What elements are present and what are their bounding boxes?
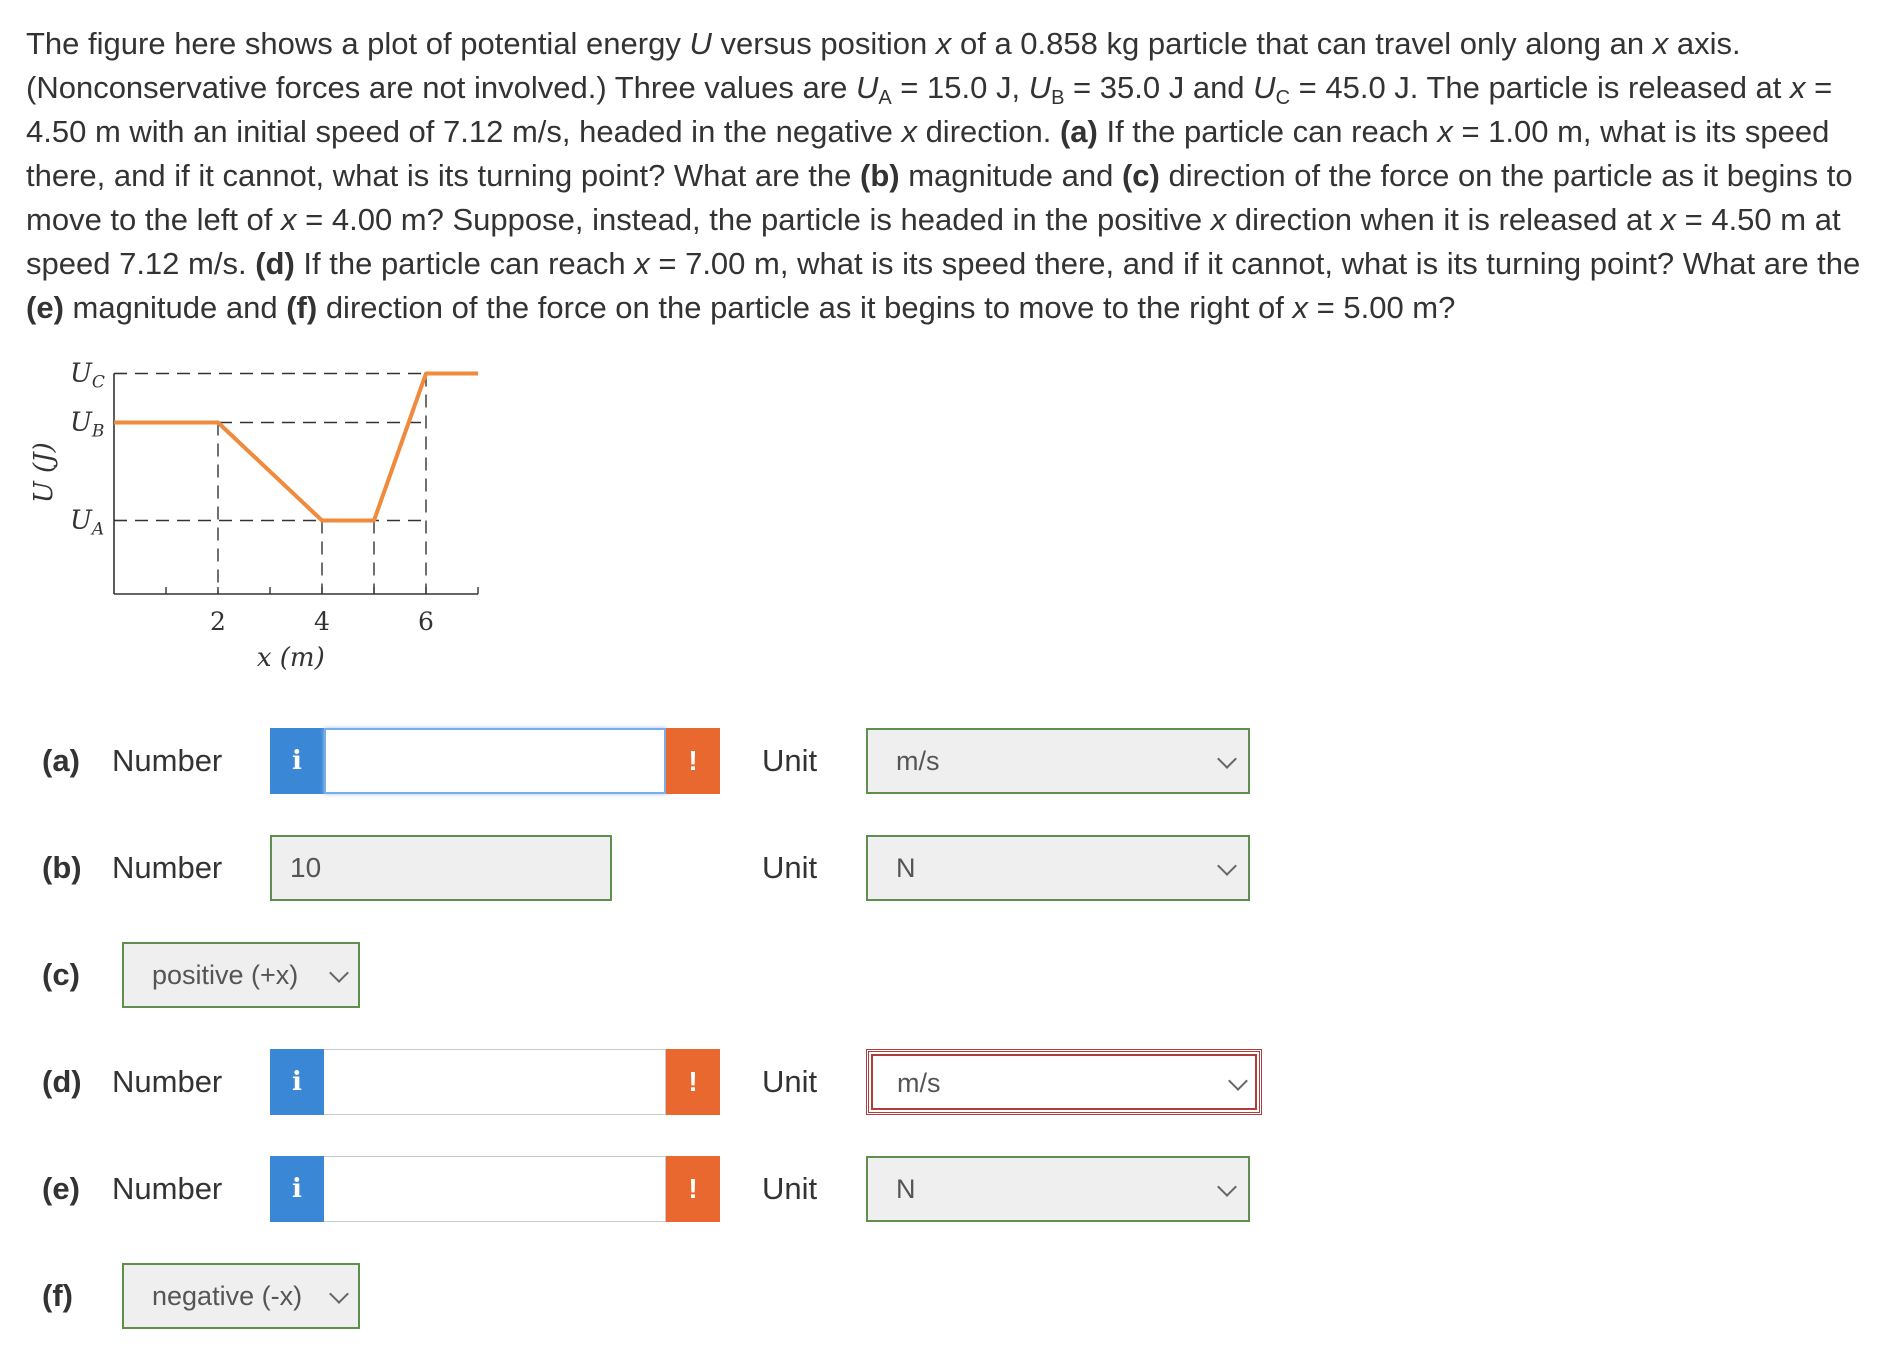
number-label-b: Number [112,850,223,885]
chevron-down-icon [1217,856,1237,876]
chevron-down-icon [329,963,349,983]
unit-select-d[interactable]: m/s [866,1049,1262,1115]
unit-label-e: Unit [762,1171,818,1206]
info-icon-e[interactable]: i [270,1156,324,1222]
x-axis-label: x (m) [257,643,325,673]
direction-select-c-value: positive (+x) [152,960,299,990]
number-label-e: Number [112,1171,223,1206]
unit-label-a: Unit [762,743,818,778]
unit-select-d-value: m/s [897,1068,941,1098]
warning-icon-e[interactable]: ! [666,1156,720,1222]
unit-select-b-value: N [896,853,916,883]
unit-select-e[interactable]: N [866,1156,1250,1222]
x-tick-label: 2 [210,607,226,636]
chevron-down-icon [1228,1071,1248,1091]
part-label-c: (c) [42,957,80,992]
chevron-down-icon [1217,1177,1237,1197]
problem-statement: The figure here shows a plot of potentia… [26,26,1861,325]
part-label-e: (e) [42,1171,80,1206]
y-axis-label: U (J) [29,442,59,503]
y-tick-label-C: UC [70,359,105,393]
answer-input-e[interactable] [324,1156,666,1222]
chevron-down-icon [329,1284,349,1304]
number-label-a: Number [112,743,223,778]
unit-label-d: Unit [762,1064,818,1099]
unit-select-a-value: m/s [896,746,940,776]
unit-select-b[interactable]: N [866,835,1250,901]
potential-energy-figure: UC UB UA 2 4 6 x (m) U (J) [0,330,500,695]
part-label-d: (d) [42,1064,82,1099]
y-tick-label-A: UA [70,506,104,540]
part-label-f: (f) [42,1278,73,1313]
warning-icon-d[interactable]: ! [666,1049,720,1115]
chevron-down-icon [1217,749,1237,769]
direction-select-f[interactable]: negative (-x) [122,1263,360,1329]
unit-select-e-value: N [896,1174,916,1204]
potential-energy-line [114,371,478,523]
x-tick-label: 4 [314,607,330,636]
potential-energy-chart: UC UB UA 2 4 6 x (m) U (J) [29,359,479,673]
part-label-a: (a) [42,743,80,778]
answer-input-d[interactable] [324,1049,666,1115]
part-label-b: (b) [42,850,82,885]
unit-label-b: Unit [762,850,818,885]
unit-select-a[interactable]: m/s [866,728,1250,794]
number-label-d: Number [112,1064,223,1099]
info-icon-d[interactable]: i [270,1049,324,1115]
direction-select-f-value: negative (-x) [152,1281,303,1311]
warning-icon-a[interactable]: ! [666,728,720,794]
answer-input-b[interactable] [270,835,612,901]
info-icon-a[interactable]: i [270,728,324,794]
x-tick-label: 6 [418,607,434,636]
answer-input-a[interactable] [324,728,666,794]
y-tick-label-B: UB [70,408,104,442]
direction-select-c[interactable]: positive (+x) [122,942,360,1008]
